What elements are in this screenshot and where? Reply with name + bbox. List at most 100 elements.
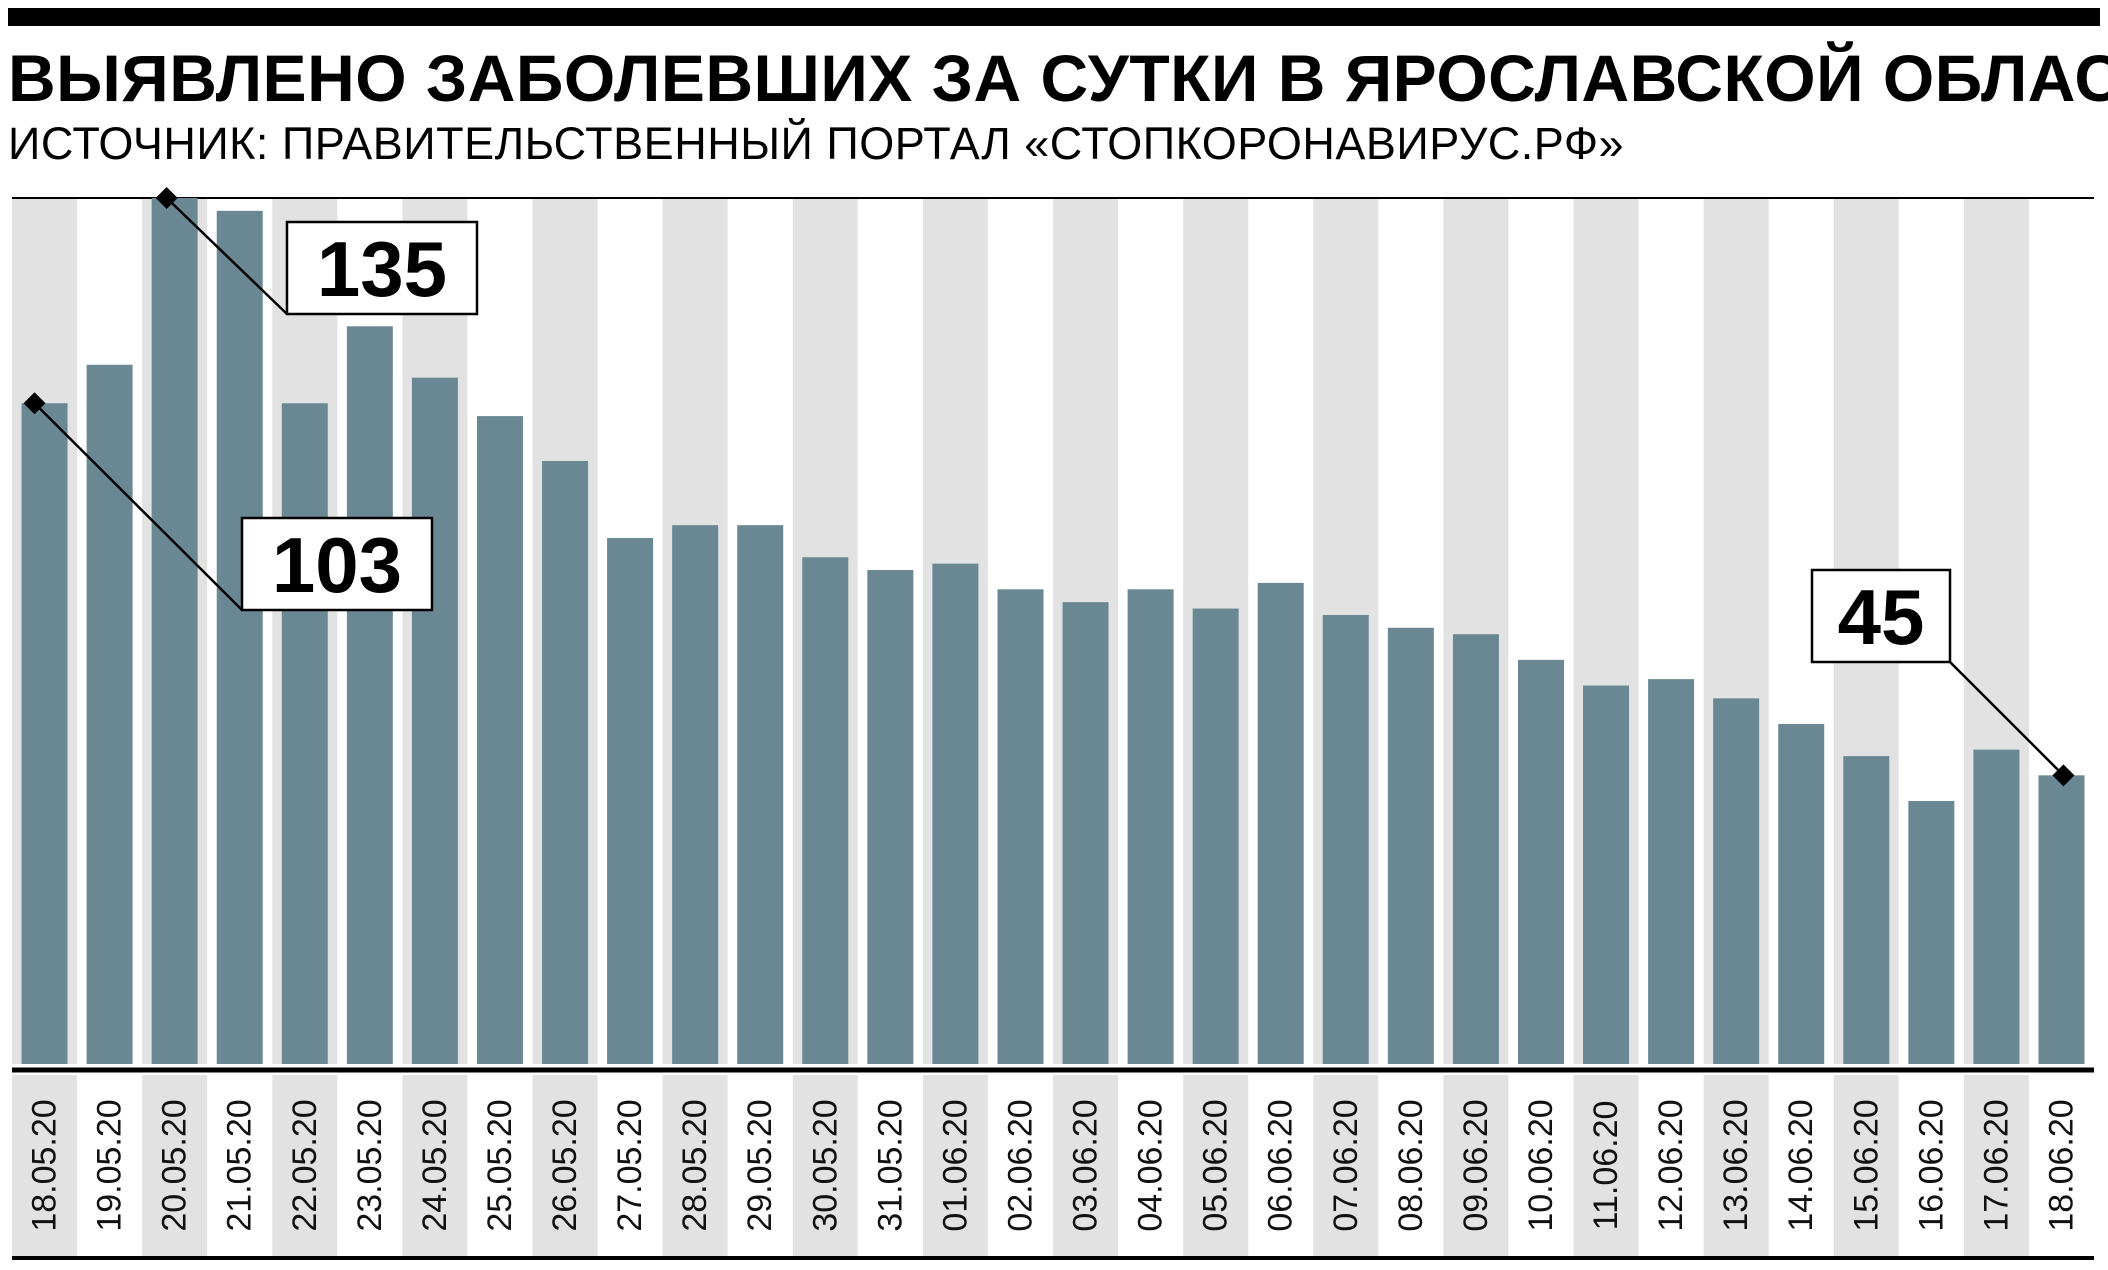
band-label <box>1313 1075 1379 1256</box>
bar <box>932 563 979 1064</box>
x-tick-label: 05.06.20 <box>1197 1099 1235 1231</box>
chart-title: ВЫЯВЛЕНО ЗАБОЛЕВШИХ ЗА СУТКИ В ЯРОСЛАВСК… <box>8 40 2108 116</box>
x-tick-label: 13.06.20 <box>1717 1099 1755 1231</box>
band-label <box>272 1075 338 1256</box>
x-tick-label: 09.06.20 <box>1457 1099 1495 1231</box>
x-tick-label: 07.06.20 <box>1327 1099 1365 1231</box>
band-label <box>1703 1075 1769 1256</box>
x-tick-label: 01.06.20 <box>936 1099 974 1231</box>
x-tick-label: 20.05.20 <box>156 1099 194 1231</box>
bar <box>737 525 784 1064</box>
x-tick-label: 08.06.20 <box>1392 1099 1430 1231</box>
x-tick-label: 23.05.20 <box>351 1099 389 1231</box>
bar <box>1843 756 1890 1064</box>
x-tick-label: 22.05.20 <box>286 1099 324 1231</box>
top-rule <box>8 8 2100 26</box>
x-tick-label: 02.06.20 <box>1001 1099 1039 1231</box>
x-tick-label: 15.06.20 <box>1847 1099 1885 1231</box>
bar <box>802 557 849 1064</box>
title-prefix: ВЫЯВЛЕНО ЗАБОЛЕВШИХ ЗА СУТКИ В <box>8 41 1345 115</box>
band-label <box>792 1075 858 1256</box>
band-label <box>532 1075 598 1256</box>
band-label <box>1053 1075 1119 1256</box>
bar <box>1713 698 1760 1064</box>
callout-leader <box>1949 661 2065 777</box>
bar <box>2038 775 2085 1064</box>
bar <box>1322 614 1369 1064</box>
band-label <box>1573 1075 1639 1256</box>
x-tick-label: 17.06.20 <box>1977 1099 2015 1231</box>
bar <box>1452 634 1499 1064</box>
bars <box>21 198 2085 1065</box>
bar <box>1583 685 1630 1064</box>
x-tick-label: 21.05.20 <box>221 1099 259 1231</box>
bar <box>281 403 328 1065</box>
callout-label: 103 <box>272 521 402 609</box>
callout-label: 45 <box>1838 573 1925 661</box>
bar <box>151 198 198 1064</box>
x-tick-label: 04.06.20 <box>1132 1099 1170 1231</box>
callout-marker <box>155 187 178 209</box>
band-label <box>1183 1075 1249 1256</box>
bar <box>1127 589 1174 1064</box>
x-tick-label: 10.06.20 <box>1522 1099 1560 1231</box>
x-tick-label: 19.05.20 <box>91 1099 129 1231</box>
x-tick-label: 25.05.20 <box>481 1099 519 1231</box>
callout-box <box>240 516 434 612</box>
x-tick-label: 12.06.20 <box>1652 1099 1690 1231</box>
band-label <box>1833 1075 1899 1256</box>
callout-label: 135 <box>317 225 447 313</box>
x-tick-label: 27.05.20 <box>611 1099 649 1231</box>
x-tick-label: 29.05.20 <box>741 1099 779 1231</box>
bar <box>476 416 523 1064</box>
band-label <box>662 1075 728 1256</box>
bar <box>21 403 68 1065</box>
callout-marker <box>23 392 46 415</box>
bar <box>1257 582 1304 1064</box>
x-tick-label: 11.06.20 <box>1587 1101 1625 1231</box>
band-label <box>142 1075 208 1256</box>
band-label <box>922 1075 988 1256</box>
x-tick-label: 03.06.20 <box>1067 1099 1105 1231</box>
x-tick-label: 28.05.20 <box>676 1099 714 1231</box>
bar <box>1973 749 2020 1064</box>
callout-box <box>285 220 479 316</box>
x-tick-label: 18.06.20 <box>2042 1099 2080 1231</box>
bar <box>1387 627 1434 1064</box>
bar <box>867 570 914 1064</box>
bar <box>1648 679 1695 1064</box>
bar <box>1192 608 1239 1064</box>
bar <box>997 589 1044 1064</box>
band-label <box>12 1075 78 1256</box>
bar <box>542 461 589 1064</box>
callout-leader <box>165 197 288 315</box>
x-tick-label: 26.05.20 <box>546 1099 584 1231</box>
callout-marker <box>2052 764 2075 787</box>
callout-box <box>1810 568 1952 664</box>
bar <box>607 537 654 1064</box>
x-tick-label: 24.05.20 <box>416 1099 454 1231</box>
title-region: ЯРОСЛАВСКОЙ ОБЛАСТИ <box>1344 41 2108 115</box>
bar <box>86 364 133 1065</box>
bar <box>411 377 458 1064</box>
bar <box>346 326 393 1065</box>
bar <box>672 525 719 1064</box>
x-tick-label: 06.06.20 <box>1262 1099 1300 1231</box>
x-tick-label: 31.05.20 <box>871 1099 909 1231</box>
x-tick-labels: 18.05.20 19.05.20 20.05.20 21.05.20 22.05.20… <box>26 1099 2081 1231</box>
bar <box>216 210 263 1064</box>
band-label <box>402 1075 468 1256</box>
chart-source: ИСТОЧНИК: ПРАВИТЕЛЬСТВЕННЫЙ ПОРТАЛ «СТОП… <box>8 118 1625 169</box>
band-label <box>1963 1075 2029 1256</box>
bar <box>1778 724 1825 1064</box>
bar <box>1908 800 1955 1064</box>
x-tick-label: 14.06.20 <box>1782 1099 1820 1231</box>
x-tick-label: 30.05.20 <box>806 1099 844 1231</box>
x-tick-label: 18.05.20 <box>26 1099 64 1231</box>
callouts: 103 135 45 <box>23 187 2075 787</box>
band-label <box>1443 1075 1509 1256</box>
bar <box>1062 602 1109 1064</box>
callout-leader <box>33 402 243 611</box>
x-tick-label: 16.06.20 <box>1912 1099 1950 1231</box>
